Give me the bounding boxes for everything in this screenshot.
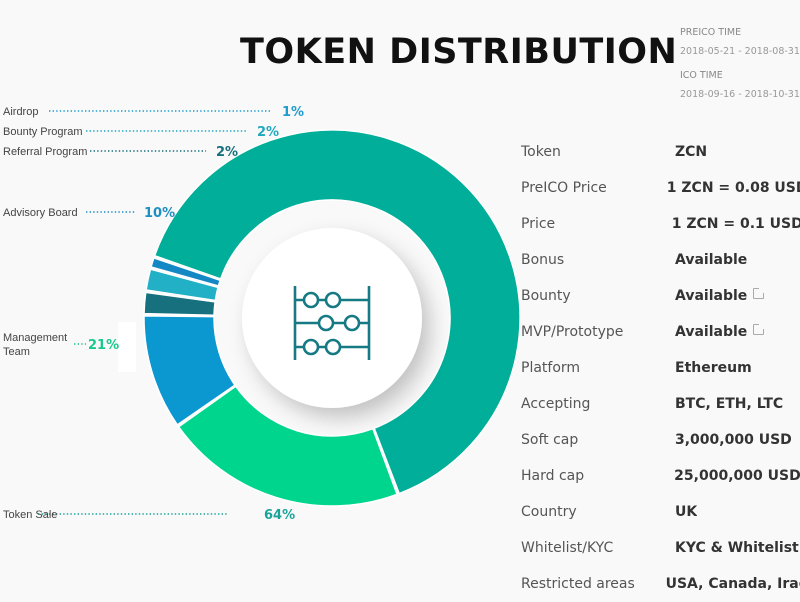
detail-row: Price 1 ZCN = 0.1 USD <box>521 206 800 242</box>
detail-value-text: UK <box>675 504 698 520</box>
donut-slice-bounty-program <box>145 268 219 302</box>
detail-key: Hard cap <box>521 468 585 484</box>
token-distribution-chart: Token Sale 64% Management Team 21% Advisory B… <box>3 105 520 523</box>
detail-value[interactable]: Available <box>675 288 765 304</box>
value-label-airdrop: 1% <box>282 105 304 120</box>
external-link-icon[interactable] <box>753 324 765 335</box>
donut-slice-airdrop <box>150 256 222 287</box>
detail-row: MVP/Prototype Available <box>521 314 800 350</box>
legend-label-airdrop: Airdrop <box>3 106 38 118</box>
detail-value: 3,000,000 USD <box>675 432 792 448</box>
detail-key: Price <box>521 216 556 232</box>
donut-slice-referral-program <box>143 291 216 316</box>
detail-row: Country UK <box>521 494 800 530</box>
detail-key: MVP/Prototype <box>521 324 624 340</box>
detail-key: Accepting <box>521 396 591 412</box>
token-details-list: Token ZCN PreICO Price 1 ZCN = 0.08 USD Pric… <box>521 134 800 602</box>
value-label-referral-program: 2% <box>216 145 238 160</box>
detail-value: ZCN <box>675 144 707 160</box>
detail-value[interactable]: Available <box>675 324 765 340</box>
detail-value: USA, Canada, Iraq <box>666 576 800 592</box>
detail-value: 1 ZCN = 0.08 USD <box>667 180 800 196</box>
legend-label-bounty-program: Bounty Program <box>3 126 82 138</box>
detail-key: Country <box>521 504 577 520</box>
value-label-management-team: 21% <box>88 338 119 353</box>
detail-value: BTC, ETH, LTC <box>675 396 783 412</box>
detail-row: Bounty Available <box>521 278 800 314</box>
detail-value-text: Available <box>675 288 748 304</box>
preico-time-label: PREICO TIME <box>680 27 742 38</box>
detail-value: KYC & Whitelist <box>675 540 799 556</box>
detail-value: 1 ZCN = 0.1 USD <box>672 216 800 232</box>
detail-row: Restricted areas USA, Canada, Iraq <box>521 566 800 602</box>
detail-value-text: KYC & Whitelist <box>675 540 799 556</box>
value-label-token-sale: 64% <box>264 508 295 523</box>
detail-value: Ethereum <box>675 360 752 376</box>
page-title: TOKEN DISTRIBUTION <box>240 32 678 72</box>
legend-label-token-sale: Token Sale <box>3 509 57 521</box>
value-label-advisory-board: 10% <box>144 206 175 221</box>
detail-value-text: BTC, ETH, LTC <box>675 396 784 412</box>
detail-value-text: USA, Canada, Iraq <box>665 576 800 592</box>
preico-time-dates: 2018-05-21 - 2018-08-31 <box>680 46 800 57</box>
detail-value-text: Ethereum <box>675 360 752 376</box>
detail-value-text: Available <box>675 252 748 268</box>
detail-row: PreICO Price 1 ZCN = 0.08 USD <box>521 170 800 206</box>
detail-value-text: 25,000,000 USD <box>674 468 800 484</box>
detail-value-text: ZCN <box>675 144 708 160</box>
detail-key: Platform <box>521 360 581 376</box>
ico-time-dates: 2018-09-16 - 2018-10-31 <box>680 89 800 100</box>
detail-row: Accepting BTC, ETH, LTC <box>521 386 800 422</box>
detail-row: Whitelist/KYC KYC & Whitelist <box>521 530 800 566</box>
detail-key: Soft cap <box>521 432 579 448</box>
label-background <box>118 322 136 372</box>
ico-time-label: ICO TIME <box>680 70 723 81</box>
detail-row: Platform Ethereum <box>521 350 800 386</box>
value-label-bounty-program: 2% <box>257 125 279 140</box>
detail-key: PreICO Price <box>521 180 607 196</box>
donut-slice-advisory-board <box>143 315 236 426</box>
detail-key: Bonus <box>521 252 565 268</box>
legend-label-advisory-board: Advisory Board <box>3 207 78 219</box>
detail-row: Bonus Available <box>521 242 800 278</box>
detail-value: 25,000,000 USD <box>674 468 800 484</box>
detail-key: Restricted areas <box>521 576 635 592</box>
external-link-icon[interactable] <box>753 288 765 299</box>
detail-row: Token ZCN <box>521 134 800 170</box>
detail-value: Available <box>675 252 747 268</box>
detail-row: Hard cap 25,000,000 USD <box>521 458 800 494</box>
detail-value-text: 3,000,000 USD <box>675 432 792 448</box>
detail-value-text: Available <box>675 324 748 340</box>
legend-label-management-team: Management Team <box>3 332 67 358</box>
legend-label-referral-program: Referral Program <box>3 146 87 158</box>
donut-slice-token-sale <box>153 129 520 495</box>
detail-key: Whitelist/KYC <box>521 540 614 556</box>
detail-value-text: 1 ZCN = 0.08 USD <box>666 180 800 196</box>
abacus-icon <box>293 286 371 360</box>
detail-key: Token <box>521 144 561 160</box>
detail-value-text: 1 ZCN = 0.1 USD <box>671 216 800 232</box>
detail-value: UK <box>675 504 697 520</box>
detail-row: Soft cap 3,000,000 USD <box>521 422 800 458</box>
detail-key: Bounty <box>521 288 571 304</box>
donut-slice-management-team <box>177 385 399 507</box>
